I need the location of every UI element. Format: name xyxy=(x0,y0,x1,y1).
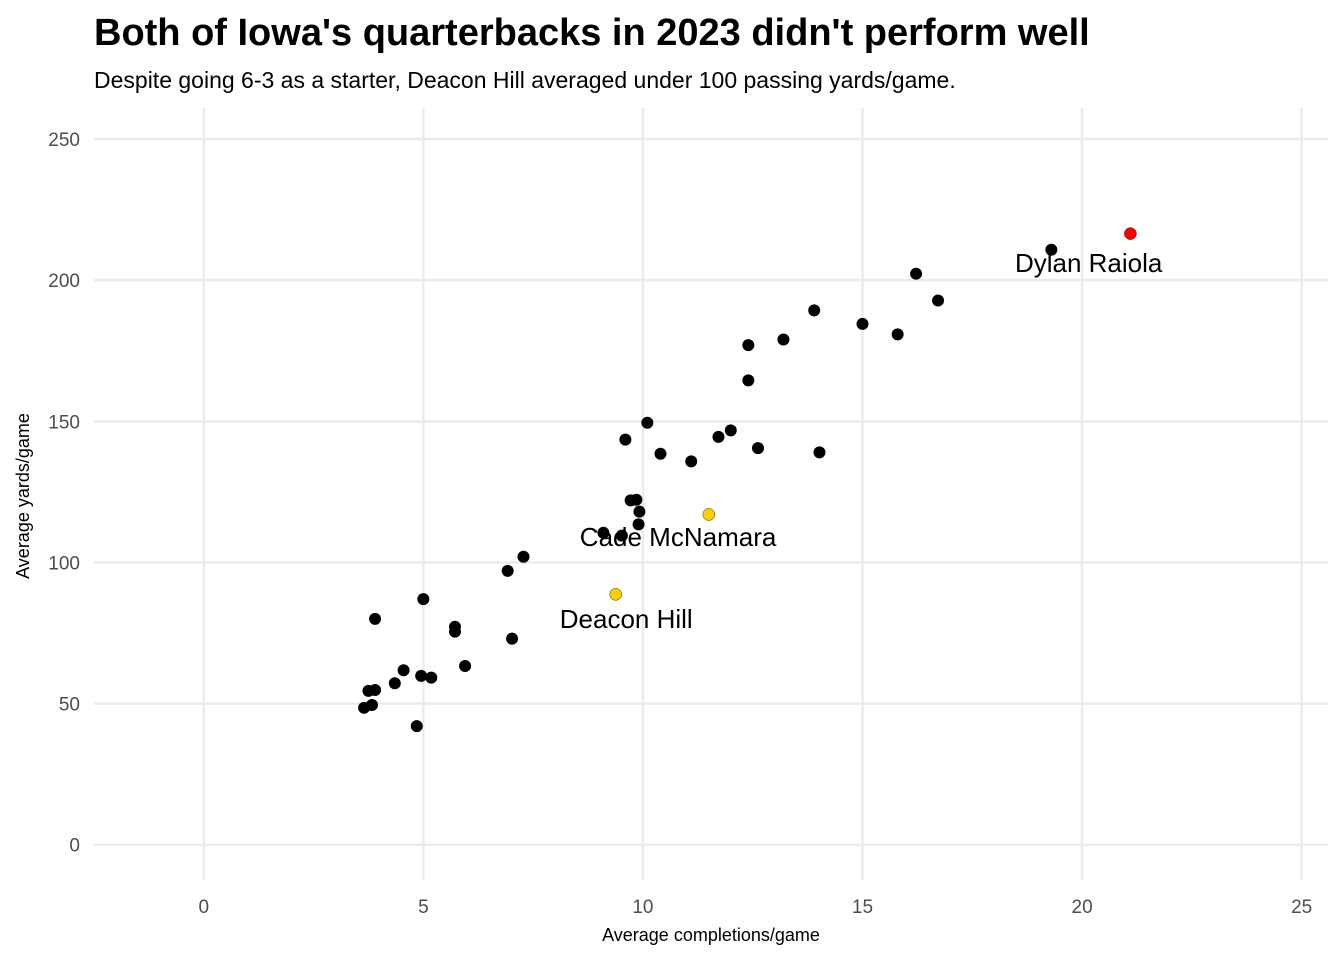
x-tick-label: 0 xyxy=(198,897,209,918)
qb-point xyxy=(597,526,610,539)
y-tick-label: 0 xyxy=(69,836,80,857)
qb-point xyxy=(856,317,869,330)
qb-point xyxy=(808,304,821,317)
qb-point xyxy=(910,267,923,280)
highlighted-qb-point xyxy=(1124,227,1137,240)
qb-point xyxy=(630,493,643,506)
qb-point xyxy=(417,593,430,606)
qb-point xyxy=(369,612,382,625)
qb-point xyxy=(685,455,698,468)
qb-point xyxy=(654,447,667,460)
qb-point xyxy=(641,416,654,429)
y-axis-label: Average yards/game xyxy=(13,413,33,579)
point-label: Deacon Hill xyxy=(560,604,693,634)
qb-point xyxy=(724,424,737,437)
qb-point xyxy=(932,294,945,307)
qb-point xyxy=(891,328,904,341)
qb-point xyxy=(501,564,514,577)
y-tick-label: 50 xyxy=(59,695,80,716)
qb-point xyxy=(410,720,423,733)
qb-point xyxy=(425,671,438,684)
qb-point xyxy=(751,442,764,455)
qb-point xyxy=(615,529,628,542)
qb-point xyxy=(633,505,646,518)
qb-point xyxy=(619,433,632,446)
x-tick-label: 20 xyxy=(1072,897,1093,918)
qb-point xyxy=(742,339,755,352)
qb-point xyxy=(712,430,725,443)
y-tick-label: 250 xyxy=(48,130,80,151)
gridlines xyxy=(94,108,1328,880)
point-label: Cade McNamara xyxy=(580,522,777,552)
qb-point xyxy=(632,518,645,531)
qb-point xyxy=(448,625,461,638)
y-axis-ticks: 0 50 100 150 200 250 xyxy=(48,130,80,857)
qb-point xyxy=(365,698,378,711)
y-tick-label: 100 xyxy=(48,553,80,574)
qb-point xyxy=(388,677,401,690)
x-axis-label: Average completions/game xyxy=(602,925,820,945)
x-tick-label: 15 xyxy=(852,897,873,918)
qb-point xyxy=(1045,243,1058,256)
qb-point xyxy=(517,550,530,563)
y-tick-label: 200 xyxy=(48,271,80,292)
data-points xyxy=(358,227,1137,733)
qb-point xyxy=(813,446,826,459)
iowa-qb-point xyxy=(609,588,622,601)
x-tick-label: 10 xyxy=(632,897,653,918)
point-annotations: Dylan Raiola Cade McNamara Deacon Hill xyxy=(560,248,1163,634)
chart-title: Both of Iowa's quarterbacks in 2023 didn… xyxy=(94,12,1090,54)
qb-point xyxy=(415,669,428,682)
qb-point xyxy=(742,374,755,387)
x-tick-label: 5 xyxy=(418,897,429,918)
iowa-qb-point xyxy=(702,508,716,521)
point-label: Dylan Raiola xyxy=(1015,248,1163,278)
qb-point xyxy=(506,632,519,645)
qb-point xyxy=(777,333,790,346)
qb-point xyxy=(397,664,410,677)
x-axis-ticks: 0 5 10 15 20 25 xyxy=(198,897,1312,918)
x-tick-label: 25 xyxy=(1291,897,1312,918)
qb-point xyxy=(369,684,382,697)
qb-point xyxy=(459,660,472,673)
chart-subtitle: Despite going 6-3 as a starter, Deacon H… xyxy=(94,67,956,93)
y-tick-label: 150 xyxy=(48,412,80,433)
